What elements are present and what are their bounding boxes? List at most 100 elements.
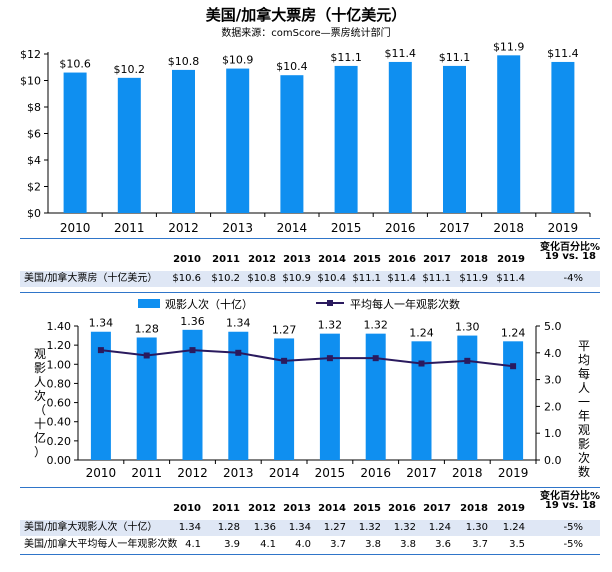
y2-axis-title-char: 每 xyxy=(578,366,590,381)
y-axis-title-char: 人 xyxy=(34,375,46,389)
x-tick-label: 2016 xyxy=(385,221,416,235)
bar-value-label: $11.4 xyxy=(385,47,417,60)
row-value: 1.34 xyxy=(178,522,201,533)
y-axis-title-char: 十 xyxy=(34,417,46,431)
row-value: 3.7 xyxy=(330,539,346,550)
y-tick-label: 1.40 xyxy=(47,320,72,333)
bar xyxy=(274,338,295,460)
box-office-table: 2010 2011 2012 2013 2014 2015 2016 2017 2018 2019… xyxy=(20,243,600,293)
y2-axis-title-char: 人 xyxy=(578,381,590,395)
chart-title: 美国/加拿大票房（十亿美元） xyxy=(205,6,407,24)
y-tick-label: $12 xyxy=(20,48,41,61)
header-year: 2019 xyxy=(497,503,525,514)
header-year: 2017 xyxy=(423,503,451,514)
legend-line-label: 平均每人一年观影次数 xyxy=(350,297,460,311)
bar-value-label: $11.1 xyxy=(330,51,362,64)
y2-axis-title-char: 数 xyxy=(578,464,590,479)
y-tick-label: $2 xyxy=(27,181,41,194)
table-header-row: 2010 2011 2012 2013 2014 2015 2016 2017 2018 2019… xyxy=(20,243,600,269)
x-tick-label: 2017 xyxy=(439,221,470,235)
bar-value-label: $10.4 xyxy=(276,60,308,73)
row-value: $11.4 xyxy=(496,273,525,284)
y-axis-title-char: ） xyxy=(34,445,46,459)
table-row: 美国/加拿大平均每人一年观影次数 4.1 3.9 4.1 4.0 3.7 3.8 3.8 3.6… xyxy=(20,537,600,553)
admissions-table: 2010 2011 2012 2013 2014 2015 2016 2017 2018 2019… xyxy=(20,492,600,562)
row-value: 3.5 xyxy=(509,539,525,550)
header-year: 2010 xyxy=(173,503,201,514)
row-value: $10.6 xyxy=(172,273,201,284)
row-label: 美国/加拿大票房（十亿美元） xyxy=(24,273,158,284)
row-value: $10.8 xyxy=(247,273,276,284)
y2-tick-label: 4.0 xyxy=(544,347,562,360)
row-value: 1.24 xyxy=(428,522,451,533)
bar xyxy=(63,72,87,213)
x-tick-label: 2018 xyxy=(493,221,524,235)
bar-value-label: $10.8 xyxy=(168,55,200,68)
row-pct: -5% xyxy=(563,522,583,533)
bar-value-label: 1.34 xyxy=(226,317,251,330)
x-tick-label: 2017 xyxy=(406,466,437,480)
per-capita-line xyxy=(100,349,514,368)
header-pct-compare: 19 vs. 18 xyxy=(544,251,596,262)
y-tick-label: 0.20 xyxy=(47,435,72,448)
bar xyxy=(172,69,195,214)
line-marker xyxy=(281,357,288,364)
x-tick-label: 2014 xyxy=(269,466,300,480)
bar-value-label: 1.24 xyxy=(409,326,434,339)
bar-value-label: $10.9 xyxy=(222,54,254,67)
row-pct: -5% xyxy=(563,539,583,550)
row-value: $10.2 xyxy=(211,273,240,284)
table-row: 美国/加拿大票房（十亿美元） $10.6 $10.2 $10.8 $10.9 $10.4 $… xyxy=(20,271,600,287)
legend-line-marker xyxy=(327,300,333,306)
bar xyxy=(136,337,157,460)
header-year: 2018 xyxy=(460,503,488,514)
x-tick-label: 2011 xyxy=(131,466,162,480)
bar xyxy=(319,333,340,460)
row-label: 美国/加拿大观影人次（十亿） xyxy=(24,522,158,533)
header-year: 2010 xyxy=(173,254,201,265)
y-tick-label: 1.00 xyxy=(47,358,72,371)
line-marker xyxy=(189,347,196,354)
legend-bar-label: 观影人次（十亿） xyxy=(165,297,253,311)
y-tick-label: $6 xyxy=(27,128,41,141)
y2-tick-label: 5.0 xyxy=(544,320,562,333)
y-tick-label: 0.60 xyxy=(47,397,72,410)
y-tick-label: 1.20 xyxy=(47,339,72,352)
header-year: 2017 xyxy=(423,254,451,265)
bar xyxy=(388,61,412,214)
header-year: 2014 xyxy=(318,503,346,514)
x-tick-label: 2016 xyxy=(360,466,391,480)
y-tick-label: $0 xyxy=(27,207,41,220)
row-value: 3.9 xyxy=(224,539,240,550)
y-tick-label: $8 xyxy=(27,101,41,114)
header-year: 2013 xyxy=(283,503,311,514)
line-marker xyxy=(143,352,150,359)
bar xyxy=(443,65,466,213)
y2-axis-title-char: 平 xyxy=(578,339,590,353)
y2-tick-label: 2.0 xyxy=(544,400,562,413)
bar xyxy=(280,75,304,213)
x-tick-label: 2010 xyxy=(86,466,117,480)
header-year: 2018 xyxy=(460,254,488,265)
bar xyxy=(497,55,521,214)
bar xyxy=(457,335,478,460)
row-value: 1.32 xyxy=(358,522,381,533)
y-tick-label: 0.80 xyxy=(47,377,72,390)
table2-top-rule xyxy=(20,487,600,488)
row-value: $11.1 xyxy=(352,273,381,284)
x-tick-label: 2012 xyxy=(168,221,199,235)
x-tick-label: 2014 xyxy=(277,221,308,235)
bar xyxy=(90,331,111,460)
y2-axis-title-char: 一 xyxy=(578,395,590,409)
bar xyxy=(228,331,249,460)
y2-axis-title-char: 年 xyxy=(578,409,590,423)
table-row: 美国/加拿大观影人次（十亿） 1.34 1.28 1.36 1.34 1.27 1.32 1.… xyxy=(20,520,600,536)
y2-tick-label: 1.0 xyxy=(544,427,562,440)
x-tick-label: 2019 xyxy=(498,466,529,480)
table1-top-rule xyxy=(20,238,600,239)
header-pct: 变化百分比% xyxy=(539,491,600,502)
y2-axis-title-char: 均 xyxy=(578,353,590,367)
bar-value-label: 1.30 xyxy=(455,321,480,334)
x-tick-label: 2015 xyxy=(315,466,346,480)
bar-value-label: $11.1 xyxy=(439,51,471,64)
